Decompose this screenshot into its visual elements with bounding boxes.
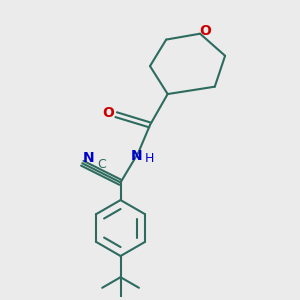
- Text: O: O: [200, 24, 211, 38]
- Text: H: H: [145, 152, 154, 165]
- Text: O: O: [102, 106, 114, 120]
- Text: N: N: [131, 149, 142, 164]
- Text: N: N: [83, 151, 94, 165]
- Text: C: C: [97, 158, 106, 171]
